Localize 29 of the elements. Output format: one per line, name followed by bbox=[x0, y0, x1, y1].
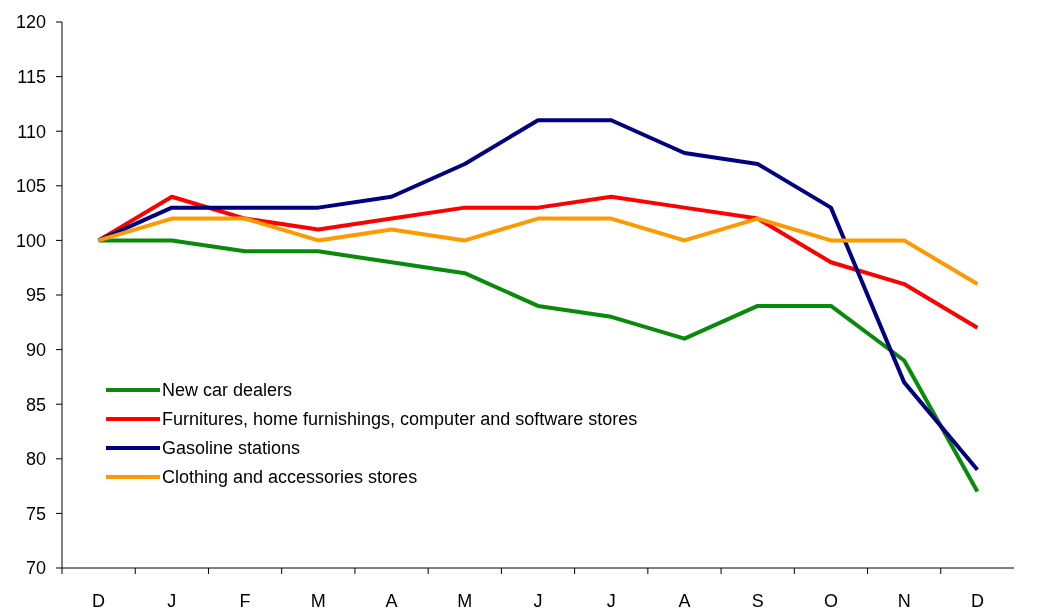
y-tick-label: 95 bbox=[25, 285, 46, 306]
x-tick-label: J bbox=[167, 591, 177, 608]
y-tick-label: 85 bbox=[25, 394, 46, 415]
x-tick-label: D bbox=[92, 591, 106, 608]
line-series bbox=[96, 216, 980, 287]
x-tick-label: J bbox=[533, 591, 543, 608]
legend-label: Furnitures, home furnishings, computer and software stores bbox=[162, 409, 638, 430]
y-tick-label: 70 bbox=[25, 558, 46, 579]
x-tick-label: M bbox=[457, 591, 473, 608]
legend-label: Clothing and accessories stores bbox=[162, 467, 418, 488]
x-tick-label: A bbox=[385, 591, 398, 608]
y-tick-label: 110 bbox=[17, 121, 46, 142]
y-tick-label: 120 bbox=[15, 12, 46, 33]
y-tick-label: 75 bbox=[25, 503, 46, 524]
legend-label: Gasoline stations bbox=[162, 438, 301, 459]
x-tick-label: J bbox=[606, 591, 616, 608]
x-tick-label: A bbox=[678, 591, 691, 608]
y-tick-label: 100 bbox=[15, 230, 46, 251]
x-tick-label: N bbox=[897, 591, 911, 608]
y-tick-label: 105 bbox=[15, 176, 46, 197]
x-tick-label: O bbox=[823, 591, 838, 608]
x-tick-label: S bbox=[751, 591, 764, 608]
y-tick-label: 115 bbox=[17, 66, 46, 87]
y-tick-label: 90 bbox=[25, 339, 46, 360]
y-tick-label: 80 bbox=[25, 449, 46, 470]
legend-label: New car dealers bbox=[162, 380, 293, 401]
x-tick-label: F bbox=[239, 591, 251, 608]
x-tick-label: D bbox=[970, 591, 984, 608]
x-tick-label: M bbox=[310, 591, 326, 608]
